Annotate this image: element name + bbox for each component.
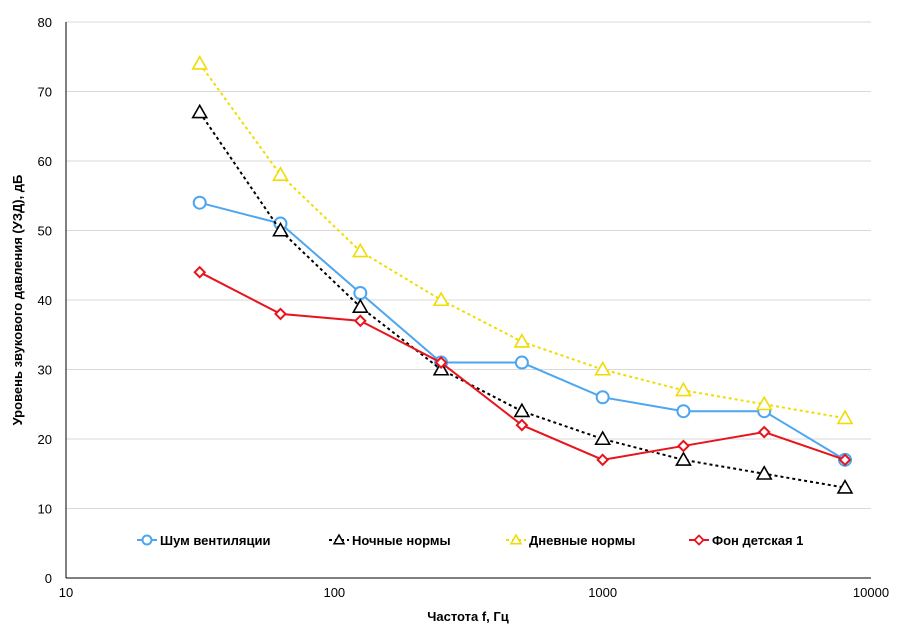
legend-item: Шум вентиляции <box>137 533 270 548</box>
series-2 <box>191 103 854 494</box>
y-tick-label: 70 <box>38 85 52 100</box>
data-point <box>596 453 610 467</box>
data-point <box>515 418 529 432</box>
series-layer <box>191 55 854 494</box>
legend-label: Шум вентиляции <box>160 533 270 548</box>
data-point <box>351 242 369 258</box>
y-tick-label: 10 <box>38 502 52 517</box>
y-tick-label: 80 <box>38 15 52 30</box>
data-point <box>513 333 531 348</box>
data-point <box>675 451 692 466</box>
gridlines <box>66 21 871 509</box>
y-tick-labels: 0 10 20 30 40 50 60 70 80 <box>38 15 52 586</box>
data-point <box>676 404 691 419</box>
data-point <box>677 439 690 453</box>
y-tick-label: 20 <box>38 432 52 447</box>
legend-label: Фон детская 1 <box>712 533 803 548</box>
series-3 <box>191 55 854 425</box>
y-tick-label: 50 <box>38 224 52 239</box>
data-point <box>513 402 531 418</box>
data-point <box>594 430 612 446</box>
legend-marker <box>141 534 153 546</box>
data-point <box>514 355 529 370</box>
x-axis-title: Частота f, Гц <box>427 609 509 624</box>
data-point <box>353 314 367 328</box>
legend: Шум вентиляции Ночные нормы Дневные нормы Ф… <box>137 533 803 548</box>
data-point <box>755 465 773 480</box>
data-point <box>595 390 610 405</box>
x-tick-label: 1000 <box>588 585 617 600</box>
data-point <box>192 195 207 210</box>
data-point <box>272 221 289 237</box>
data-point <box>353 286 368 301</box>
data-point <box>836 479 854 494</box>
y-tick-label: 0 <box>45 571 52 586</box>
data-point <box>432 291 450 307</box>
data-point <box>675 381 692 397</box>
legend-marker <box>332 533 346 545</box>
legend-item: Фон детская 1 <box>689 533 803 548</box>
data-point <box>594 360 612 376</box>
y-tick-label: 60 <box>38 154 52 169</box>
data-point <box>272 166 289 181</box>
legend-item: Дневные нормы <box>506 533 635 548</box>
series-4 <box>193 265 852 467</box>
legend-label: Дневные нормы <box>529 533 635 548</box>
legend-marker <box>509 533 523 545</box>
data-point <box>191 103 209 119</box>
data-point <box>193 265 207 279</box>
x-tick-label: 100 <box>323 585 345 600</box>
x-tick-label: 10 <box>59 585 73 600</box>
data-point <box>836 409 854 425</box>
legend-label: Ночные нормы <box>352 533 451 548</box>
data-point <box>434 356 448 369</box>
legend-marker <box>693 534 705 546</box>
data-point <box>838 453 852 467</box>
data-point <box>757 425 771 439</box>
data-point <box>191 55 209 70</box>
y-tick-label: 30 <box>38 363 52 378</box>
y-tick-label: 40 <box>38 293 52 308</box>
data-point <box>274 307 287 321</box>
data-point <box>351 298 369 314</box>
legend-item: Ночные нормы <box>329 533 451 548</box>
x-tick-labels: 10 100 1000 10000 <box>59 585 889 600</box>
data-point <box>755 395 773 411</box>
x-tick-label: 10000 <box>853 585 889 600</box>
y-axis-title: Уровень звукового давления (УЗД), дБ <box>10 175 25 426</box>
axes <box>65 22 871 579</box>
